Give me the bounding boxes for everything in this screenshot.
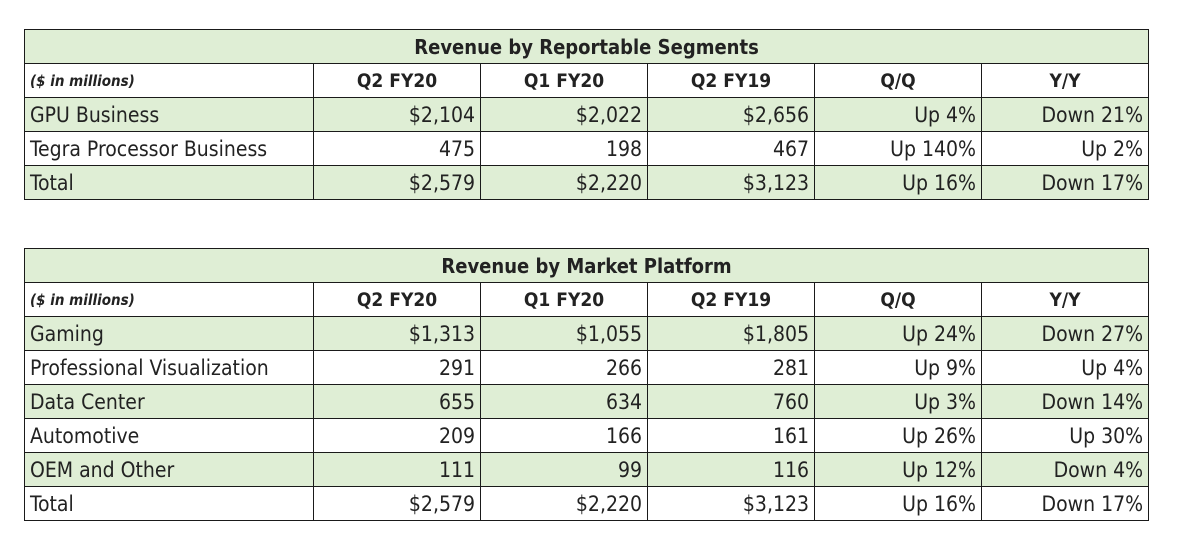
cell: Down 4% (980, 452, 1150, 487)
cell: 655 (313, 384, 481, 419)
table-title: Revenue by Market Platform (23, 248, 1150, 283)
table-row: OEM and Other 111 99 116 Up 12% Down 4% (24, 452, 1150, 487)
unit-label: ($ in millions) (24, 63, 314, 98)
row-label: Professional Visualization (24, 350, 314, 385)
row-label: GPU Business (24, 97, 314, 132)
table-row: Automotive 209 166 161 Up 26% Up 30% (24, 418, 1150, 453)
column-header: Q/Q (814, 282, 982, 317)
cell: 116 (647, 452, 815, 487)
cell: Up 24% (814, 316, 982, 351)
table-row: Data Center 655 634 760 Up 3% Down 14% (24, 384, 1150, 419)
row-label: Total (24, 165, 314, 200)
cell: Up 4% (980, 350, 1150, 385)
cell: Down 17% (980, 486, 1150, 521)
table-row: Tegra Processor Business 475 198 467 Up … (24, 131, 1150, 166)
cell: $3,123 (647, 486, 815, 521)
table-title: Revenue by Reportable Segments (23, 29, 1150, 64)
cell: Up 16% (814, 486, 982, 521)
cell: $2,656 (647, 97, 815, 132)
cell: Up 4% (814, 97, 982, 132)
column-header: Q2 FY19 (647, 63, 815, 98)
cell: $2,104 (313, 97, 481, 132)
row-label: Automotive (24, 418, 314, 453)
column-header: Q2 FY20 (313, 63, 481, 98)
table-row: Professional Visualization 291 266 281 U… (24, 350, 1150, 385)
cell: Up 26% (814, 418, 982, 453)
column-header: Q2 FY20 (313, 282, 481, 317)
cell: Up 3% (814, 384, 982, 419)
table-row: Gaming $1,313 $1,055 $1,805 Up 24% Down … (24, 316, 1150, 351)
cell: Down 21% (980, 97, 1150, 132)
table-row: Total $2,579 $2,220 $3,123 Up 16% Down 1… (24, 486, 1150, 521)
platform-table: Revenue by Market Platform ($ in million… (23, 248, 1150, 521)
column-header: Q/Q (814, 63, 982, 98)
cell: $3,123 (647, 165, 815, 200)
row-label: OEM and Other (24, 452, 314, 487)
row-label: Data Center (24, 384, 314, 419)
cell: Down 14% (980, 384, 1150, 419)
column-header: Y/Y (980, 282, 1150, 317)
row-label: Total (24, 486, 314, 521)
cell: 266 (480, 350, 648, 385)
cell: 467 (647, 131, 815, 166)
cell: $1,313 (313, 316, 481, 351)
unit-label: ($ in millions) (24, 282, 314, 317)
cell: Down 17% (980, 165, 1150, 200)
segments-table: Revenue by Reportable Segments ($ in mil… (23, 29, 1150, 200)
cell: 161 (647, 418, 815, 453)
cell: Down 27% (980, 316, 1150, 351)
cell: 281 (647, 350, 815, 385)
cell: 475 (313, 131, 481, 166)
cell: 111 (313, 452, 481, 487)
cell: 198 (480, 131, 648, 166)
cell: 209 (313, 418, 481, 453)
cell: Up 16% (814, 165, 982, 200)
cell: 760 (647, 384, 815, 419)
cell: 166 (480, 418, 648, 453)
cell: Up 30% (980, 418, 1150, 453)
cell: 291 (313, 350, 481, 385)
cell: $1,055 (480, 316, 648, 351)
cell: Up 2% (980, 131, 1150, 166)
cell: $1,805 (647, 316, 815, 351)
row-label: Gaming (24, 316, 314, 351)
cell: $2,220 (480, 165, 648, 200)
table-row: GPU Business $2,104 $2,022 $2,656 Up 4% … (24, 97, 1150, 132)
cell: Up 9% (814, 350, 982, 385)
column-header: Y/Y (980, 63, 1150, 98)
cell: 99 (480, 452, 648, 487)
cell: 634 (480, 384, 648, 419)
cell: $2,220 (480, 486, 648, 521)
cell: $2,579 (313, 165, 481, 200)
table-row: Total $2,579 $2,220 $3,123 Up 16% Down 1… (24, 165, 1150, 200)
row-label: Tegra Processor Business (24, 131, 314, 166)
column-header: Q1 FY20 (480, 282, 648, 317)
cell: Up 12% (814, 452, 982, 487)
cell: Up 140% (814, 131, 982, 166)
cell: $2,022 (480, 97, 648, 132)
column-header: Q2 FY19 (647, 282, 815, 317)
cell: $2,579 (313, 486, 481, 521)
column-header: Q1 FY20 (480, 63, 648, 98)
